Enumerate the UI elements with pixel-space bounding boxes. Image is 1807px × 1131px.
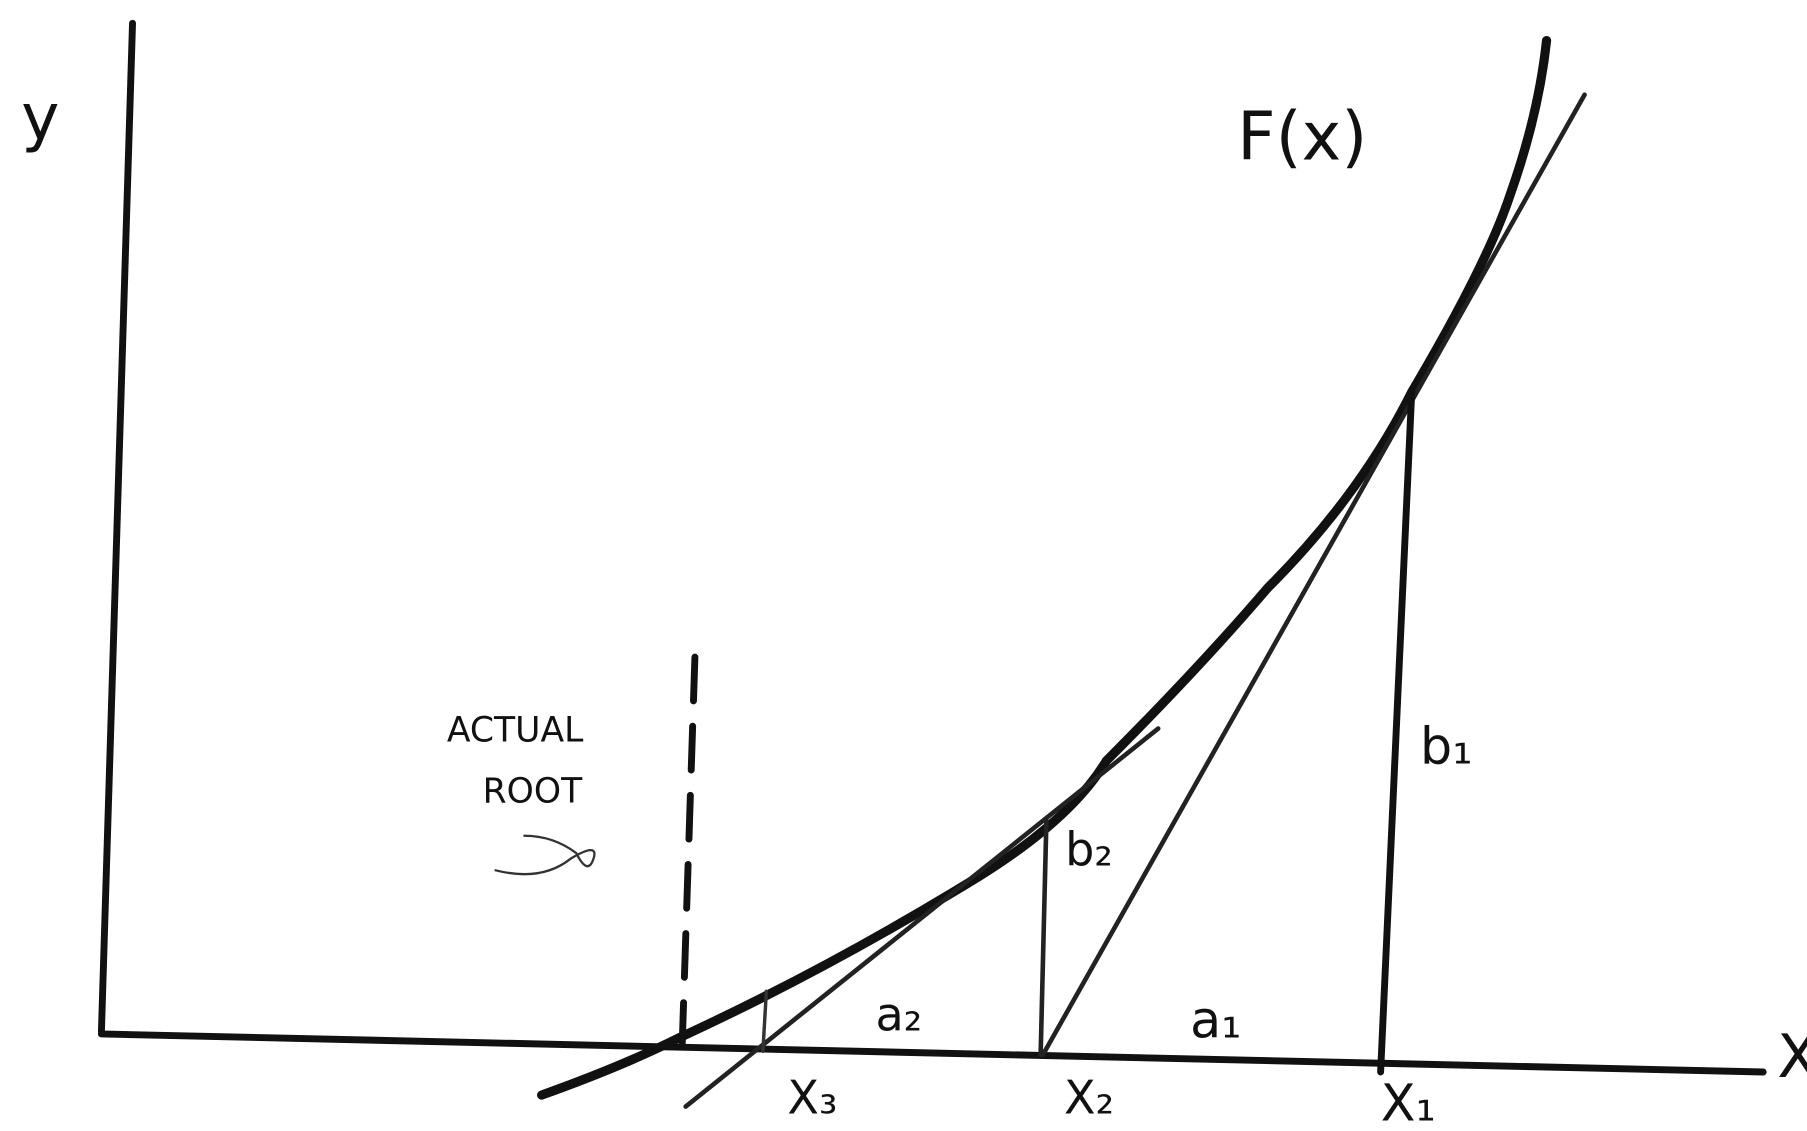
x-axis-label: X xyxy=(1777,1022,1807,1092)
label: b₂ xyxy=(1065,823,1113,877)
label: X₁ xyxy=(1381,1074,1436,1131)
annotation: ACTUAL xyxy=(447,711,584,751)
label: X₂ xyxy=(1064,1070,1114,1124)
label: X₃ xyxy=(787,1070,837,1124)
diagram: y X F(x) ACTUAL ROOT b₁ b₂ a₁ a₂ X₁ X₂ X… xyxy=(0,0,1807,1131)
curve-label: F(x) xyxy=(1237,97,1367,175)
label: a₁ xyxy=(1190,991,1241,1050)
label: b₁ xyxy=(1420,716,1473,775)
annotation: ROOT xyxy=(483,772,583,812)
y-axis-label: y xyxy=(21,80,59,155)
background xyxy=(0,0,1807,1131)
label: a₂ xyxy=(876,987,923,1041)
